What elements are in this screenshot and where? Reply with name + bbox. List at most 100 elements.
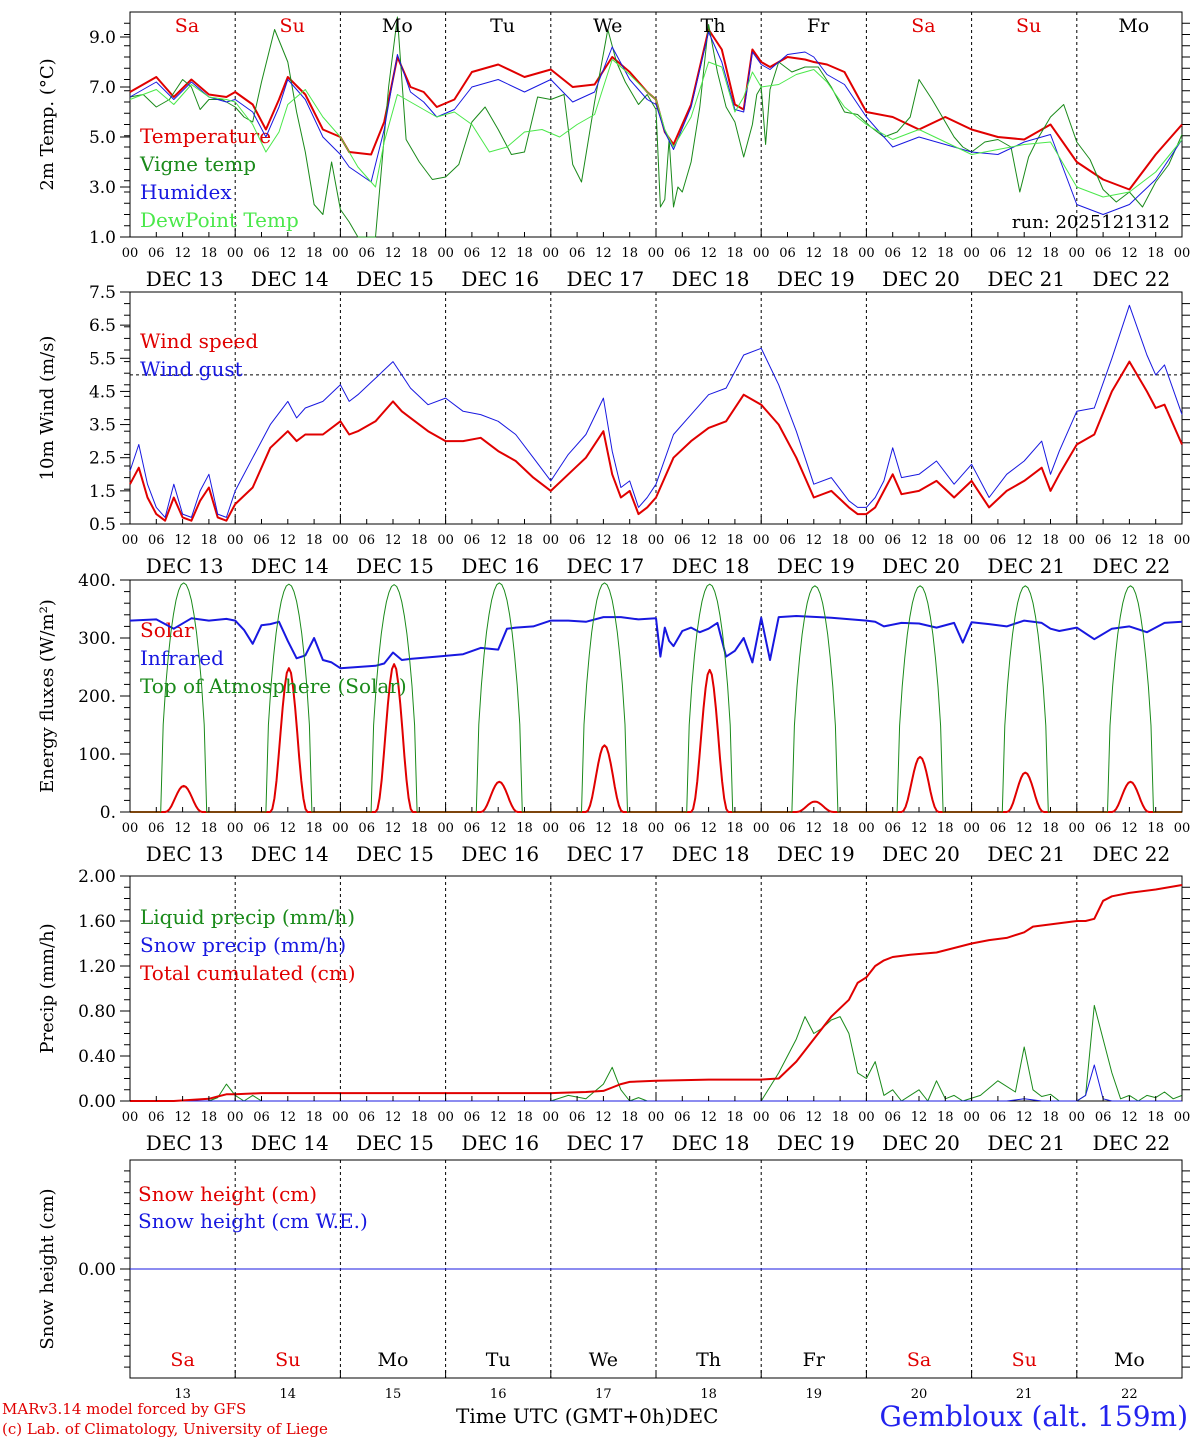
credit-lab: (c) Lab. of Climatology, University of L… xyxy=(2,1420,328,1438)
wind-hour-tick-label: 00 xyxy=(122,533,139,548)
temp-hour-tick-label: 18 xyxy=(1042,246,1059,261)
energy-hour-tick-label: 12 xyxy=(1016,821,1033,836)
temp-hour-tick-label: 12 xyxy=(806,246,823,261)
energy-hour-tick-label: 18 xyxy=(411,821,428,836)
wind-date-label: DEC 18 xyxy=(672,554,750,578)
energy-legend-2: Top of Atmosphere (Solar) xyxy=(140,674,407,698)
temp-hour-tick-label: 12 xyxy=(385,246,402,261)
wind-hour-tick-label: 12 xyxy=(280,533,297,548)
precip-hour-tick-label: 12 xyxy=(700,1110,717,1125)
wind-hour-tick-label: 00 xyxy=(1174,533,1191,548)
wind-hour-tick-label: 00 xyxy=(1069,533,1086,548)
energy-hour-tick-label: 18 xyxy=(937,821,954,836)
energy-hour-tick-label: 06 xyxy=(990,821,1007,836)
wind-hour-tick-label: 00 xyxy=(437,533,454,548)
temp-hour-tick-label: 00 xyxy=(437,246,454,261)
temp-date-label: DEC 19 xyxy=(777,267,855,291)
wind-hour-tick-label: 06 xyxy=(1095,533,1112,548)
precip-hour-tick-label: 00 xyxy=(753,1110,770,1125)
snow-day-number: 17 xyxy=(595,1387,612,1402)
snow-y-tick-label: 0.00 xyxy=(78,1260,116,1280)
precip-hour-tick-label: 12 xyxy=(1121,1110,1138,1125)
snow-weekday-label: Sa xyxy=(170,1349,194,1371)
energy-hour-tick-label: 00 xyxy=(858,821,875,836)
energy-legend-1: Infrared xyxy=(140,646,224,670)
wind-hour-tick-label: 00 xyxy=(648,533,665,548)
energy-hour-tick-label: 06 xyxy=(253,821,270,836)
energy-date-label: DEC 17 xyxy=(567,842,645,866)
precip-y-tick-label: 1.60 xyxy=(78,912,116,932)
wind-hour-tick-label: 06 xyxy=(990,533,1007,548)
energy-hour-tick-label: 00 xyxy=(332,821,349,836)
temp-hour-tick-label: 00 xyxy=(227,246,244,261)
wind-hour-tick-label: 12 xyxy=(1016,533,1033,548)
precip-hour-tick-label: 18 xyxy=(937,1110,954,1125)
precip-date-label: DEC 15 xyxy=(356,1131,434,1155)
wind-hour-tick-label: 12 xyxy=(174,533,191,548)
panel-precip: 0.00 0.40 0.80 1.20 1.60 2.00 Precip (mm/h) Liq… xyxy=(37,867,1190,1155)
temp-date-label: DEC 15 xyxy=(356,267,434,291)
snow-legend-0: Snow height (cm) xyxy=(138,1182,317,1206)
temp-hour-tick-label: 18 xyxy=(832,246,849,261)
snow-day-number: 16 xyxy=(490,1387,507,1402)
temp-hour-tick-label: 00 xyxy=(1069,246,1086,261)
wind-hour-tick-label: 00 xyxy=(332,533,349,548)
temp-hour-tick-label: 12 xyxy=(1016,246,1033,261)
temp-hour-tick-label: 12 xyxy=(1121,246,1138,261)
energy-y-axis-label: Energy fluxes (W/m²) xyxy=(37,599,58,793)
temp-hour-tick-label: 12 xyxy=(911,246,928,261)
temp-hour-tick-label: 06 xyxy=(148,246,165,261)
temp-hour-tick-label: 06 xyxy=(358,246,375,261)
temp-series-humidex xyxy=(129,31,1183,215)
temp-series-temperature xyxy=(129,28,1183,191)
wind-y-tick-label: 4.5 xyxy=(89,382,116,402)
precip-hour-tick-label: 12 xyxy=(911,1110,928,1125)
energy-date-label: DEC 13 xyxy=(146,842,224,866)
precip-hour-tick-label: 06 xyxy=(884,1110,901,1125)
temp-hour-tick-label: 18 xyxy=(621,246,638,261)
energy-y-tick-label: 0. xyxy=(100,803,116,823)
energy-hour-tick-label: 12 xyxy=(174,821,191,836)
temp-hour-tick-label: 00 xyxy=(963,246,980,261)
snow-weekday-label: Su xyxy=(275,1349,300,1371)
wind-y-tick-label: 7.5 xyxy=(89,283,116,303)
wind-date-label: DEC 21 xyxy=(987,554,1065,578)
temp-date-label: DEC 13 xyxy=(146,267,224,291)
temp-series-dewpoint-temp xyxy=(129,59,1183,198)
wind-hour-tick-label: 06 xyxy=(464,533,481,548)
temp-weekday-label: Tu xyxy=(490,15,515,37)
snow-legend-1: Snow height (cm W.E.) xyxy=(138,1209,368,1233)
energy-hour-tick-label: 06 xyxy=(148,821,165,836)
temp-date-label: DEC 20 xyxy=(882,267,960,291)
wind-legend-0: Wind speed xyxy=(140,329,258,353)
energy-hour-tick-label: 00 xyxy=(437,821,454,836)
precip-hour-tick-label: 06 xyxy=(253,1110,270,1125)
energy-date-label: DEC 19 xyxy=(777,842,855,866)
temp-weekday-label: Sa xyxy=(911,15,935,37)
energy-hour-tick-label: 18 xyxy=(727,821,744,836)
precip-hour-tick-label: 12 xyxy=(1016,1110,1033,1125)
wind-date-label: DEC 20 xyxy=(882,554,960,578)
wind-hour-tick-label: 06 xyxy=(253,533,270,548)
energy-hour-tick-label: 18 xyxy=(832,821,849,836)
temp-weekday-label: Sa xyxy=(175,15,199,37)
temp-hour-tick-label: 06 xyxy=(884,246,901,261)
energy-hour-tick-label: 06 xyxy=(358,821,375,836)
temp-hour-tick-label: 18 xyxy=(201,246,218,261)
wind-hour-tick-label: 18 xyxy=(937,533,954,548)
precip-date-label: DEC 21 xyxy=(987,1131,1065,1155)
snow-weekday-label: We xyxy=(589,1349,618,1371)
precip-hour-tick-label: 00 xyxy=(122,1110,139,1125)
snow-day-number: 21 xyxy=(1016,1387,1033,1402)
precip-date-label: DEC 13 xyxy=(146,1131,224,1155)
temp-y-tick-label: 9.0 xyxy=(89,28,116,48)
temp-weekday-label: Mo xyxy=(1118,15,1149,37)
energy-hour-tick-label: 06 xyxy=(1095,821,1112,836)
wind-hour-tick-label: 18 xyxy=(832,533,849,548)
snow-weekday-label: Mo xyxy=(378,1349,409,1371)
precip-hour-tick-label: 12 xyxy=(174,1110,191,1125)
precip-date-label: DEC 20 xyxy=(882,1131,960,1155)
precip-hour-tick-label: 18 xyxy=(727,1110,744,1125)
precip-hour-tick-label: 12 xyxy=(806,1110,823,1125)
energy-date-label: DEC 18 xyxy=(672,842,750,866)
